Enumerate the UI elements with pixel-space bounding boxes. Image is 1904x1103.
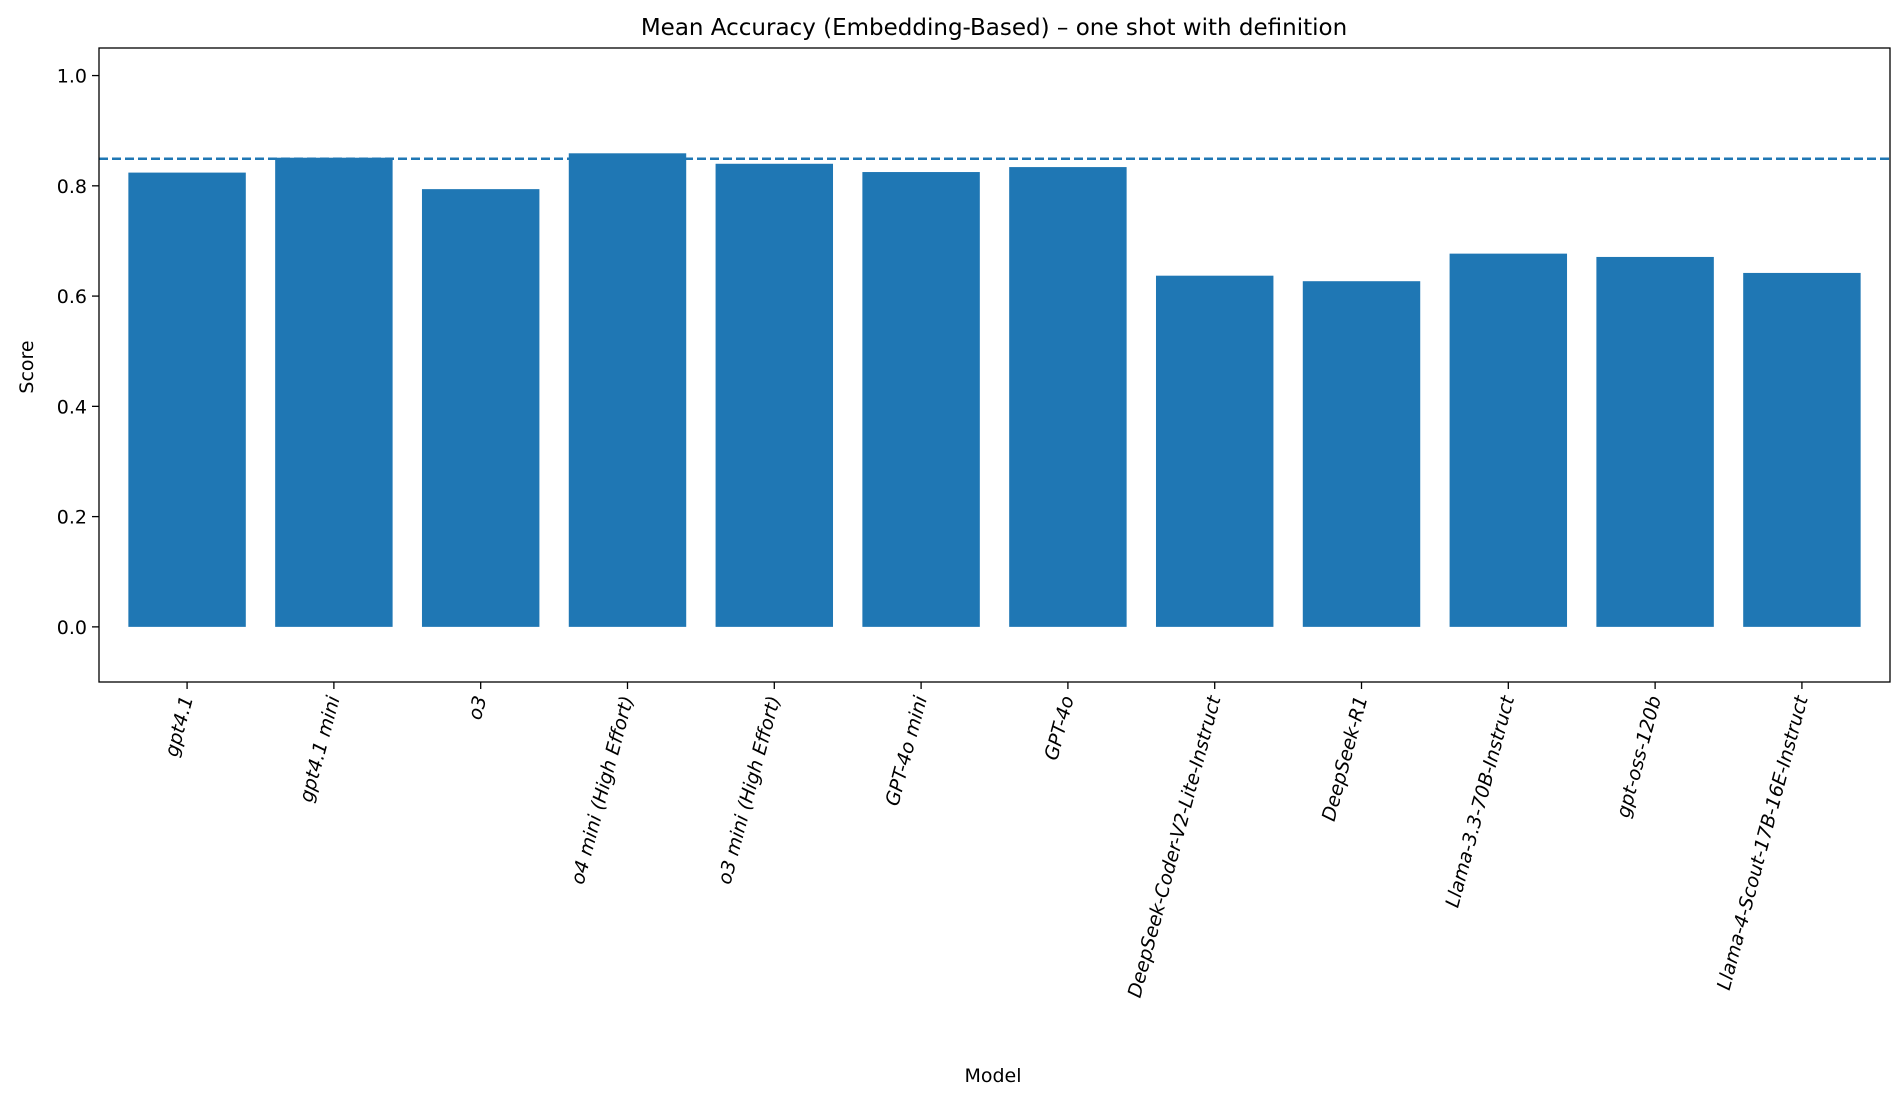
bar-4 [715,163,834,627]
y-tick-label-5: 1.0 [57,66,87,88]
x-tick-label-8: DeepSeek-R1 [1318,694,1373,824]
chart-title: Mean Accuracy (Embedding-Based) – one sh… [641,15,1347,41]
x-tick-label-9: Llama-3.3-70B-Instruct [1441,692,1519,910]
bar-8 [1302,281,1421,627]
bar-9 [1449,253,1568,627]
x-tick-label-10: gpt-oss-120b [1612,694,1666,820]
bar-3 [568,153,687,627]
bar-2 [421,189,540,627]
x-tick-label-0: gpt4.1 [161,694,198,759]
bar-6 [1009,167,1127,627]
x-tick-label-11: Llama-4-Scout-17B-16E-Instruct [1713,692,1813,992]
y-tick-label-2: 0.4 [57,396,87,418]
bar-11 [1743,272,1861,627]
x-tick-label-1: gpt4.1 mini [295,693,345,805]
y-tick-label-4: 0.8 [57,176,87,198]
bar-10 [1596,256,1714,627]
x-tick-label-2: o3 [464,694,491,723]
x-tick-label-6: GPT-4o [1040,694,1078,763]
x-axis: gpt4.1 gpt4.1 mini o3 o4 mini (High Effort)… [161,682,1813,1000]
bars-group [128,153,1861,627]
x-tick-label-4: o3 mini (High Effort) [714,694,785,887]
bar-0 [128,172,246,627]
y-axis: 0.0 0.2 0.4 0.6 0.8 1.0 [57,66,99,639]
x-axis-label: Model [964,1065,1021,1087]
x-tick-label-7: DeepSeek-Coder-V2-Lite-Instruct [1124,692,1226,1000]
y-tick-label-1: 0.2 [57,507,87,529]
x-tick-label-5: GPT-4o mini [881,693,932,808]
bar-5 [862,172,980,627]
plot-frame [98,47,1891,683]
y-tick-label-3: 0.6 [57,286,87,308]
x-tick-label-3: o4 mini (High Effort) [567,694,638,887]
bar-7 [1155,275,1274,627]
bar-1 [275,157,393,627]
y-axis-label: Score [16,340,38,393]
y-tick-label-0: 0.0 [57,617,87,639]
